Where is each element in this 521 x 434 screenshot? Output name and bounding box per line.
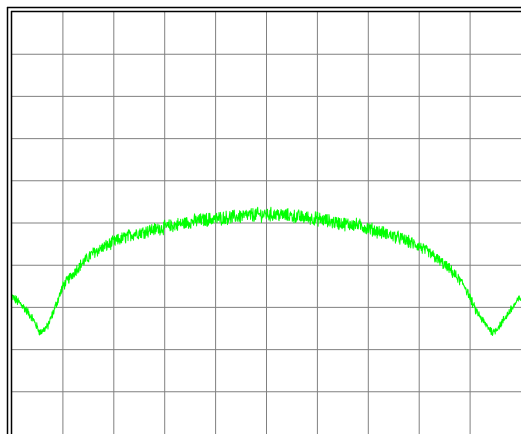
- trace-line-0: [11, 206, 521, 337]
- frame: [6, 6, 521, 434]
- series-layer: [11, 206, 521, 337]
- grid: [12, 12, 521, 434]
